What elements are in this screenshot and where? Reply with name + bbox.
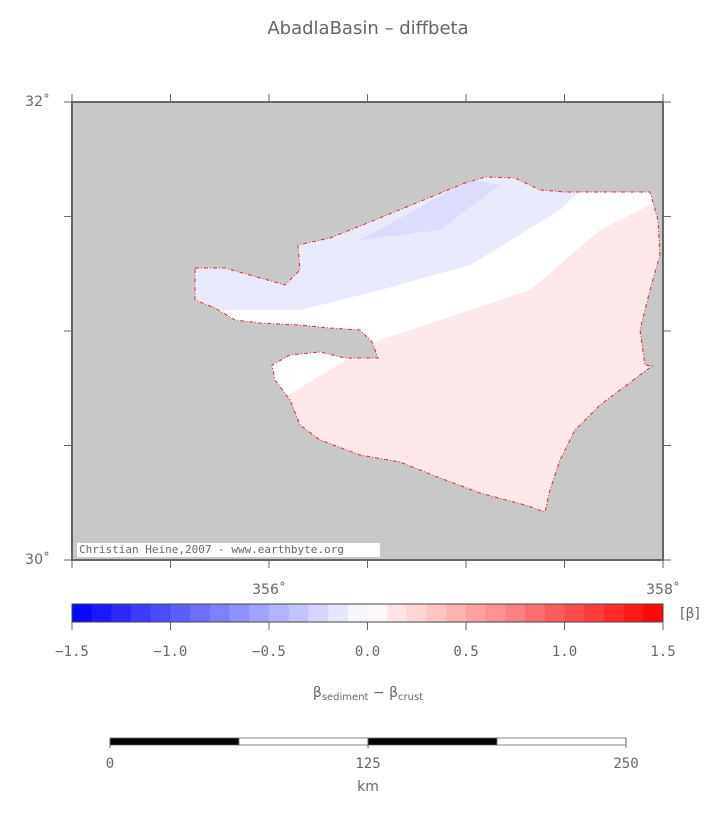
colorbar-label: βsediment − βcrust bbox=[313, 685, 423, 703]
colorbar-cell bbox=[623, 604, 644, 622]
colorbar-tick-label: 1.5 bbox=[650, 644, 675, 660]
scalebar-tick-label: 125 bbox=[355, 756, 380, 772]
credit-box bbox=[77, 543, 380, 557]
colorbar-cell bbox=[190, 604, 211, 622]
colorbar-cell bbox=[249, 604, 270, 622]
colorbar-tick-label: −1.5 bbox=[55, 644, 89, 660]
credit: Christian Heine,2007 - www.earthbyte.org bbox=[79, 543, 344, 556]
colorbar-cell bbox=[466, 604, 487, 622]
colorbar-cell bbox=[72, 604, 93, 622]
colorbar-cell bbox=[584, 604, 605, 622]
colorbar-tick-label: 0.5 bbox=[453, 644, 478, 660]
colorbar-tick-label: −0.5 bbox=[252, 644, 286, 660]
scalebar-segment bbox=[367, 737, 498, 746]
scalebar-tick-label: 0 bbox=[106, 756, 114, 772]
colorbar-tick-label: 1.0 bbox=[552, 644, 577, 660]
colorbar-cell bbox=[170, 604, 191, 622]
title: AbadlaBasin – diffbeta bbox=[267, 18, 468, 39]
colorbar-cell bbox=[308, 604, 329, 622]
scalebar-tick-label: 250 bbox=[613, 756, 638, 772]
colorbar-cell bbox=[328, 604, 349, 622]
colorbar-cell bbox=[91, 604, 112, 622]
colorbar-cell bbox=[485, 604, 506, 622]
colorbar-cell bbox=[288, 604, 309, 622]
colorbar-cell bbox=[367, 604, 388, 622]
colorbar-cell bbox=[387, 604, 408, 622]
colorbar-cell bbox=[111, 604, 132, 622]
colorbar-tick-label: −1.0 bbox=[154, 644, 188, 660]
scalebar-segment bbox=[496, 737, 627, 746]
colorbar-cell bbox=[347, 604, 368, 622]
colorbar-cell bbox=[269, 604, 290, 622]
colorbar-cell bbox=[603, 604, 625, 622]
axes: 356˚ 358˚ 32˚ 30˚ −1.5 −1.0 −0.5 0.0 0.5 1.0 1.5 0 1… bbox=[25, 93, 680, 772]
colorbar-tick-label: 0.0 bbox=[355, 644, 380, 660]
colorbar-cell bbox=[229, 604, 250, 622]
colorbar-cell bbox=[150, 604, 171, 622]
scalebar-segment bbox=[109, 737, 240, 746]
colorbar-cell bbox=[544, 604, 565, 622]
colorbar-cell bbox=[643, 604, 664, 622]
colorbar-cell bbox=[426, 604, 447, 622]
lat-label: 32˚ bbox=[25, 93, 50, 110]
colorbar-cell bbox=[446, 604, 467, 622]
colorbar-unit: [β] bbox=[680, 606, 700, 622]
colorbar-cell bbox=[131, 604, 152, 622]
scalebar-segment bbox=[238, 737, 369, 746]
colorbar-cell bbox=[209, 604, 231, 622]
lat-label: 30˚ bbox=[25, 551, 50, 568]
lon-label: 358˚ bbox=[646, 581, 680, 598]
colorbar-cell bbox=[406, 604, 428, 622]
colorbar-cell bbox=[525, 604, 546, 622]
lon-label: 356˚ bbox=[252, 581, 286, 598]
scalebar-unit: km bbox=[357, 779, 379, 795]
colorbar-cell bbox=[564, 604, 585, 622]
colorbar-cell bbox=[505, 604, 526, 622]
